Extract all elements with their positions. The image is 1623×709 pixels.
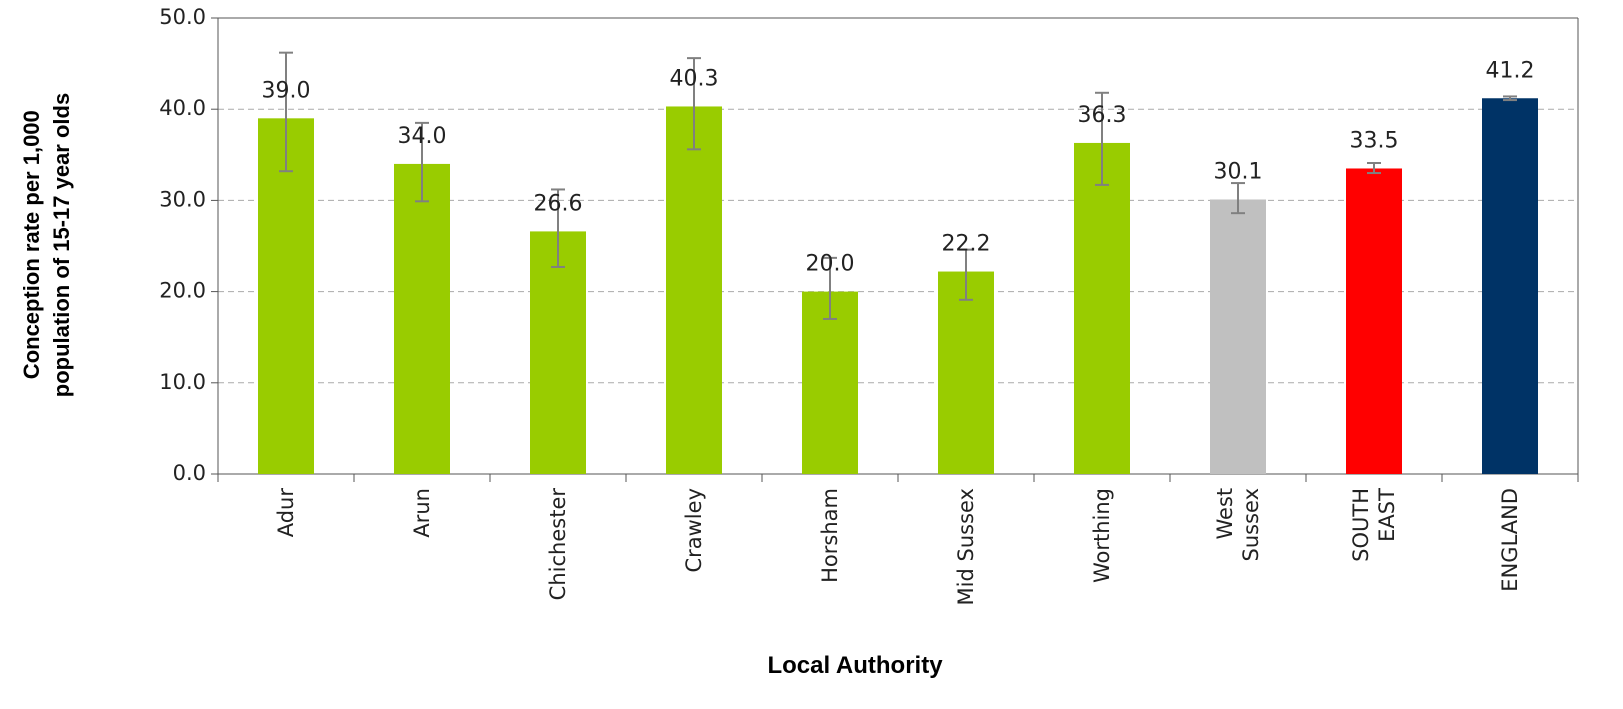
y-tick-label: 50.0 bbox=[159, 5, 206, 29]
x-axis-title: Local Authority bbox=[767, 652, 943, 679]
bar bbox=[1210, 199, 1266, 474]
x-tick-label: Mid Sussex bbox=[954, 488, 978, 606]
value-label: 36.3 bbox=[1078, 103, 1127, 128]
bar bbox=[1482, 98, 1538, 475]
value-label: 39.0 bbox=[262, 78, 311, 103]
y-axis-title: Conception rate per 1,000 population of … bbox=[19, 92, 74, 398]
x-tick-label: Adur bbox=[274, 488, 298, 538]
value-label: 22.2 bbox=[942, 232, 991, 257]
y-tick-label: 40.0 bbox=[159, 96, 206, 120]
bar bbox=[258, 118, 314, 474]
y-tick-label: 10.0 bbox=[159, 370, 206, 394]
x-tick-label: ENGLAND bbox=[1498, 488, 1522, 592]
x-tick-label: SOUTH EAST bbox=[1349, 488, 1399, 562]
value-label: 40.3 bbox=[670, 66, 719, 91]
value-label: 26.6 bbox=[534, 191, 583, 216]
bar bbox=[394, 163, 450, 475]
value-label: 33.5 bbox=[1350, 128, 1399, 153]
x-tick-label: Horsham bbox=[818, 488, 842, 583]
y-tick-label: 0.0 bbox=[173, 461, 206, 485]
value-label: 41.2 bbox=[1486, 58, 1535, 83]
value-label: 30.1 bbox=[1214, 159, 1263, 184]
y-tick-label: 20.0 bbox=[159, 279, 206, 303]
x-tick-label: Crawley bbox=[682, 488, 706, 573]
bar bbox=[802, 291, 858, 474]
bar bbox=[666, 106, 722, 475]
bar bbox=[530, 231, 586, 474]
x-tick-label: Worthing bbox=[1090, 488, 1114, 584]
x-tick-label: Arun bbox=[410, 488, 434, 538]
value-label: 34.0 bbox=[398, 124, 447, 149]
y-tick-label: 30.0 bbox=[159, 187, 206, 211]
bar bbox=[938, 271, 994, 474]
value-label: 20.0 bbox=[806, 252, 855, 277]
bar bbox=[1346, 168, 1402, 475]
bar bbox=[1074, 142, 1130, 474]
x-tick-label: West Sussex bbox=[1213, 488, 1263, 562]
x-tick-label: Chichester bbox=[546, 488, 570, 601]
